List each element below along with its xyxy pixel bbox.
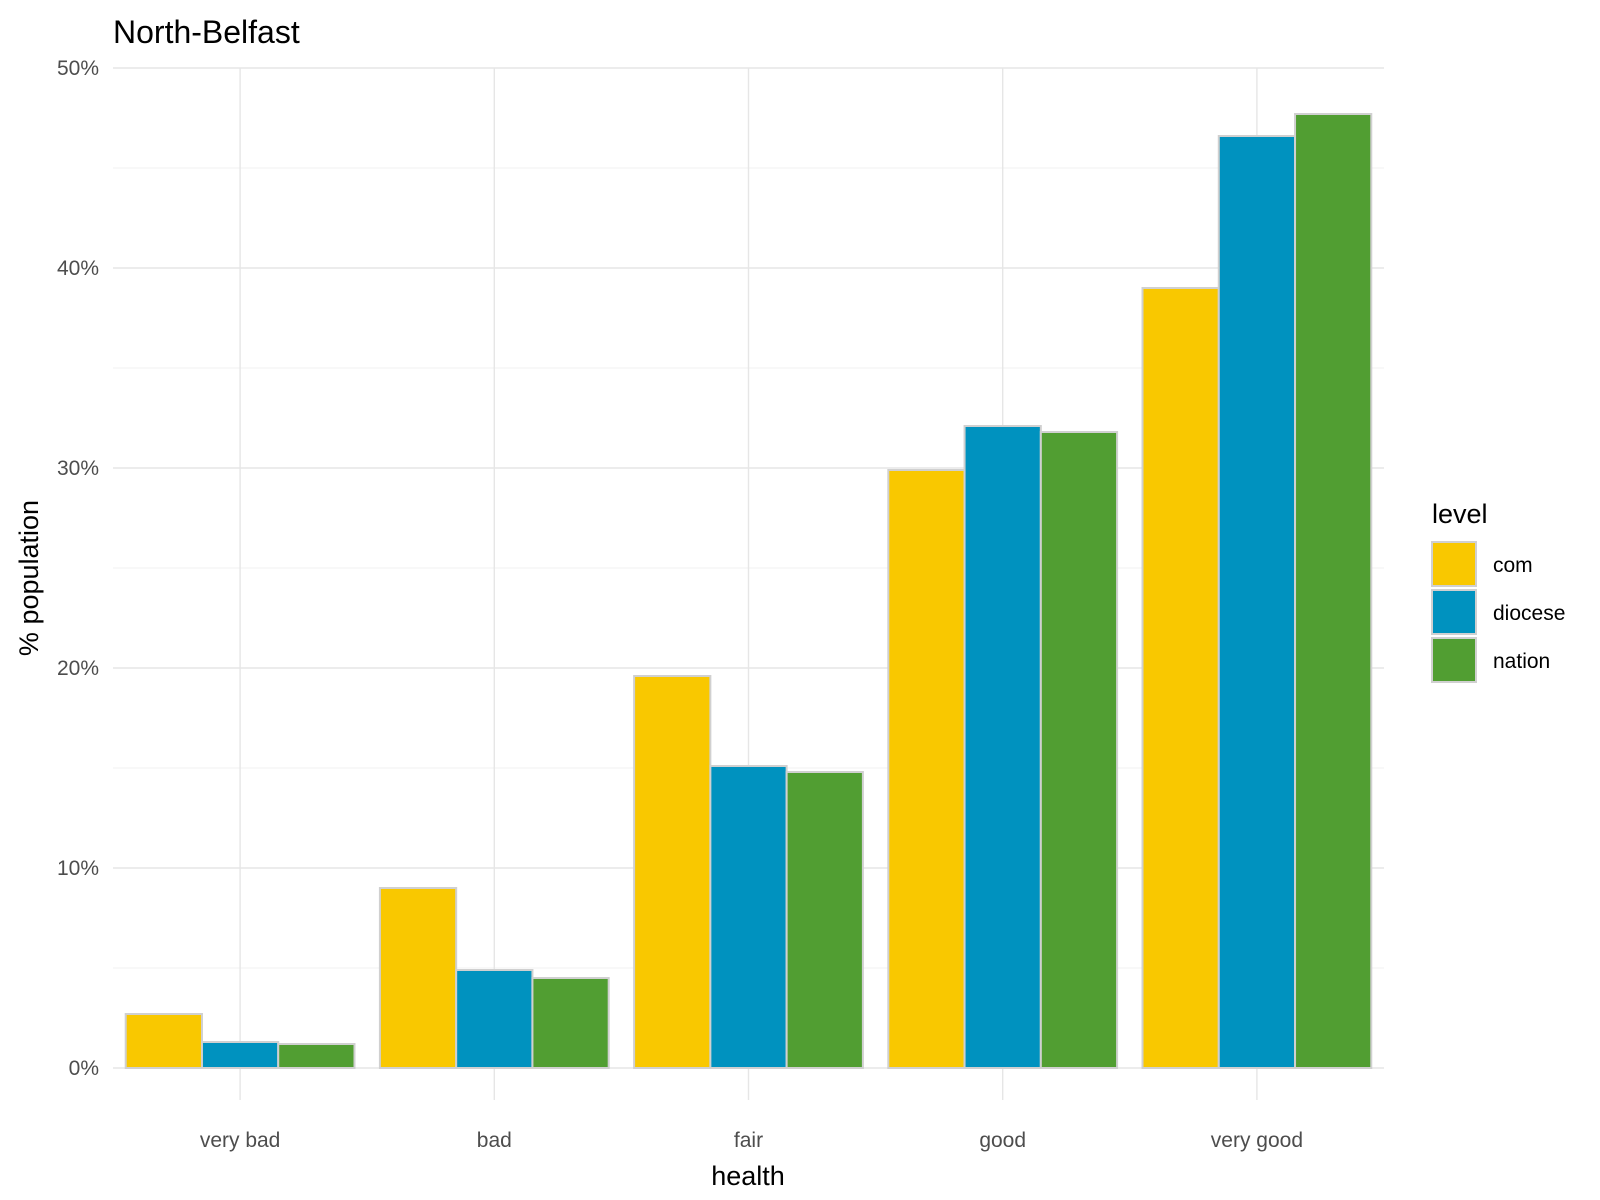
bar-nation [531, 977, 610, 1069]
bar-diocese [455, 969, 534, 1069]
legend-label-com: com [1493, 554, 1533, 577]
bar-diocese [1217, 135, 1297, 1069]
x-tick-label: very bad [200, 1129, 281, 1152]
y-tick-label: 50% [57, 57, 99, 80]
bar-nation [277, 1043, 356, 1069]
bar-nation [1294, 113, 1373, 1069]
y-tick-label: 0% [69, 1057, 99, 1080]
y-axis-title: % population [14, 500, 44, 656]
x-axis-title: health [711, 1161, 785, 1191]
bar-com [633, 675, 712, 1069]
y-tick-label: 20% [57, 657, 99, 680]
legend-key-nation [1431, 637, 1477, 683]
bar-com [1141, 287, 1220, 1069]
bar-nation [785, 771, 864, 1069]
bar-diocese [963, 425, 1042, 1069]
bar-com [887, 469, 966, 1069]
y-tick-labels: 0% 10% 20% 30% 40% 50% [57, 57, 99, 1080]
x-tick-label: very good [1211, 1129, 1303, 1152]
bars [124, 113, 1373, 1069]
y-tick-label: 10% [57, 857, 99, 880]
x-tick-label: bad [477, 1129, 512, 1152]
bar-com [124, 1013, 203, 1069]
y-tick-label: 40% [57, 257, 99, 280]
chart-title: North-Belfast [113, 14, 300, 50]
bar-nation [1039, 431, 1119, 1069]
legend-title: level [1432, 499, 1488, 529]
x-tick-label: good [979, 1129, 1026, 1152]
x-tick-label: fair [734, 1129, 763, 1152]
legend-items: com diocese nation [1431, 541, 1565, 683]
legend-label-diocese: diocese [1493, 602, 1565, 625]
x-tick-labels: very bad bad fair good very good [200, 1129, 1303, 1152]
legend: level com diocese nation [1431, 499, 1565, 683]
bar-diocese [709, 765, 788, 1069]
legend-key-com [1431, 541, 1477, 587]
legend-key-diocese [1431, 589, 1477, 635]
bar-diocese [200, 1041, 280, 1069]
legend-label-nation: nation [1493, 650, 1550, 673]
y-tick-label: 30% [57, 457, 99, 480]
bar-com [378, 887, 458, 1069]
